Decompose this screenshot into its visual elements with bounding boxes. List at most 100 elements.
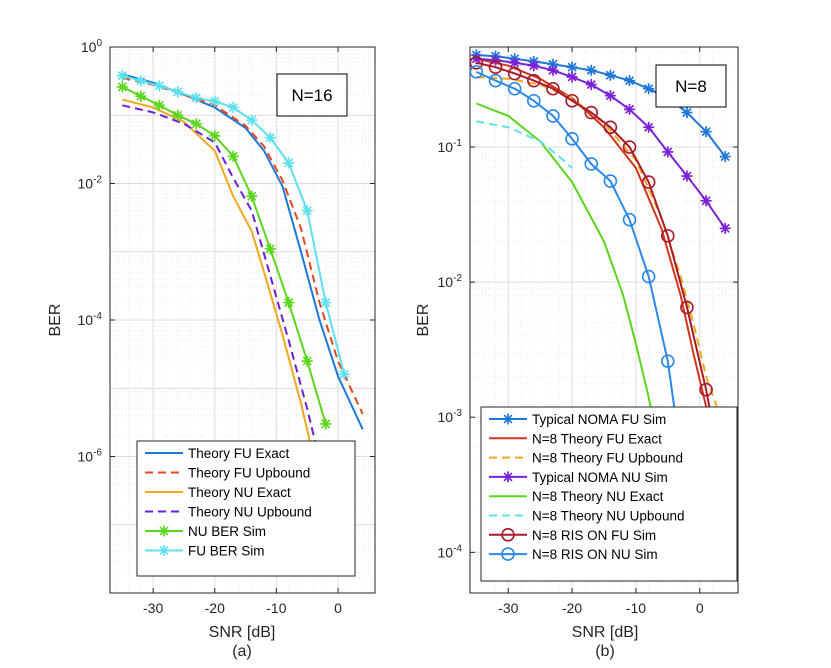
legend-label: N=8 Theory FU Exact: [532, 431, 662, 446]
series-theory-nu-upbound: [122, 104, 321, 460]
annotation-b: N=8: [675, 77, 707, 96]
data-point: [643, 121, 655, 133]
legend-marker: [501, 527, 515, 542]
series-n-8-theory-fu-upbound: [476, 76, 727, 431]
x-tick-label: -10: [266, 600, 286, 616]
data-point: [565, 132, 579, 146]
data-point: [681, 170, 693, 182]
data-point: [566, 61, 578, 73]
data-point: [190, 92, 202, 104]
legend-label: FU BER Sim: [188, 544, 265, 559]
data-point: [320, 418, 332, 430]
legend-label: N=8 RIS ON NU Sim: [532, 547, 658, 562]
data-point: [585, 64, 597, 76]
data-point: [624, 103, 636, 115]
x-tick-label: -20: [205, 600, 225, 616]
y-tick-label: 10-2: [78, 175, 103, 192]
data-point: [488, 60, 503, 74]
data-point: [509, 57, 521, 69]
series-line: [121, 86, 327, 425]
data-point: [227, 150, 239, 162]
series-theory-nu-exact: [122, 98, 315, 457]
data-point: [283, 157, 295, 169]
legend-marker: [158, 545, 170, 556]
series-line: [475, 70, 682, 453]
y-tick-label: 10-2: [438, 273, 463, 290]
legend-item: N=8 Theory FU Upbound: [489, 451, 683, 466]
y-tick-label: 10-6: [78, 448, 103, 465]
series-line: [122, 104, 321, 460]
xlabel-a: SNR [dB]: [209, 624, 276, 641]
legend-b: Typical NOMA FU Sim N=8 Theory FU Exact N=…: [480, 406, 738, 582]
y-tick-label: 10-4: [78, 311, 103, 328]
series-line: [122, 98, 315, 457]
legend-item: Theory FU Exact: [145, 446, 290, 461]
legend-label: N=8 Theory FU Upbound: [532, 451, 683, 466]
data-point: [603, 120, 618, 135]
legend-label: Theory NU Exact: [188, 485, 291, 500]
data-point: [470, 65, 484, 79]
legend-item: FU BER Sim: [145, 544, 265, 559]
data-point: [153, 80, 165, 92]
series-line: [476, 61, 720, 459]
ticks-a: -30 -20 -10 0 100 10-2 10-4 10-6: [78, 38, 375, 616]
data-point: [301, 205, 313, 217]
series-n-8-theory-nu-upbound: [476, 120, 573, 169]
data-point: [227, 101, 239, 113]
legend-item: N=8 Theory NU Exact: [489, 489, 664, 504]
data-point: [662, 146, 674, 158]
legend-item: N=8 Theory FU Exact: [489, 431, 662, 446]
plot-area-b: [469, 46, 739, 594]
data-point: [719, 151, 731, 163]
data-point: [135, 90, 147, 102]
annotation-box-a: N=16: [276, 73, 348, 117]
legend-box: [136, 440, 356, 577]
data-point: [135, 75, 147, 87]
x-tick-label: -30: [143, 600, 163, 616]
legend-label: Theory FU Upbound: [188, 466, 310, 481]
series-n-8-ris-on-nu-sim: [470, 65, 688, 460]
legend-item: N=8 Theory NU Upbound: [489, 509, 684, 524]
panel-a: -30 -20 -10 0 100 10-2 10-4 10-6 N=16 Theory FU…: [47, 38, 376, 660]
legend-marker: [502, 471, 514, 483]
legend-item: Theory NU Exact: [145, 485, 291, 500]
legend-item: N=8 RIS ON FU Sim: [489, 528, 656, 543]
data-point: [490, 54, 502, 66]
y-tick-label: 10-3: [438, 408, 463, 425]
legend-marker: [502, 413, 514, 425]
data-point: [116, 70, 128, 82]
data-point: [604, 69, 616, 81]
data-point: [584, 157, 599, 171]
data-point: [209, 130, 221, 142]
legend-marker: [158, 525, 170, 537]
data-point: [641, 175, 656, 189]
data-point: [622, 212, 637, 227]
legend-label: N=8 Theory NU Upbound: [532, 509, 684, 524]
legend-label: NU BER Sim: [188, 524, 266, 539]
data-point: [264, 132, 276, 144]
data-point: [338, 368, 350, 380]
data-point: [546, 81, 560, 96]
x-tick-label: -20: [562, 600, 582, 616]
series-typical-noma-nu-sim: [470, 53, 731, 234]
data-point: [547, 64, 559, 76]
data-point: [209, 95, 221, 107]
data-point: [585, 79, 597, 91]
annotation-box-b: N=8: [655, 64, 727, 108]
data-point: [681, 107, 693, 119]
x-tick-label: 0: [696, 600, 704, 616]
y-tick-label: 10-4: [438, 543, 463, 560]
data-point: [699, 382, 713, 397]
legend-item: Typical NOMA NU Sim: [489, 470, 668, 485]
legend-item: Typical NOMA FU Sim: [489, 412, 666, 427]
series-nu-ber-sim: [116, 81, 332, 430]
legend-label: Typical NOMA NU Sim: [532, 470, 668, 485]
data-point: [643, 83, 655, 95]
data-point: [527, 93, 541, 108]
data-point: [507, 81, 522, 96]
data-point: [719, 222, 731, 234]
data-point: [603, 174, 618, 188]
data-point: [190, 118, 202, 130]
legend-label: N=8 Theory NU Exact: [532, 489, 664, 504]
series-line: [476, 120, 573, 169]
